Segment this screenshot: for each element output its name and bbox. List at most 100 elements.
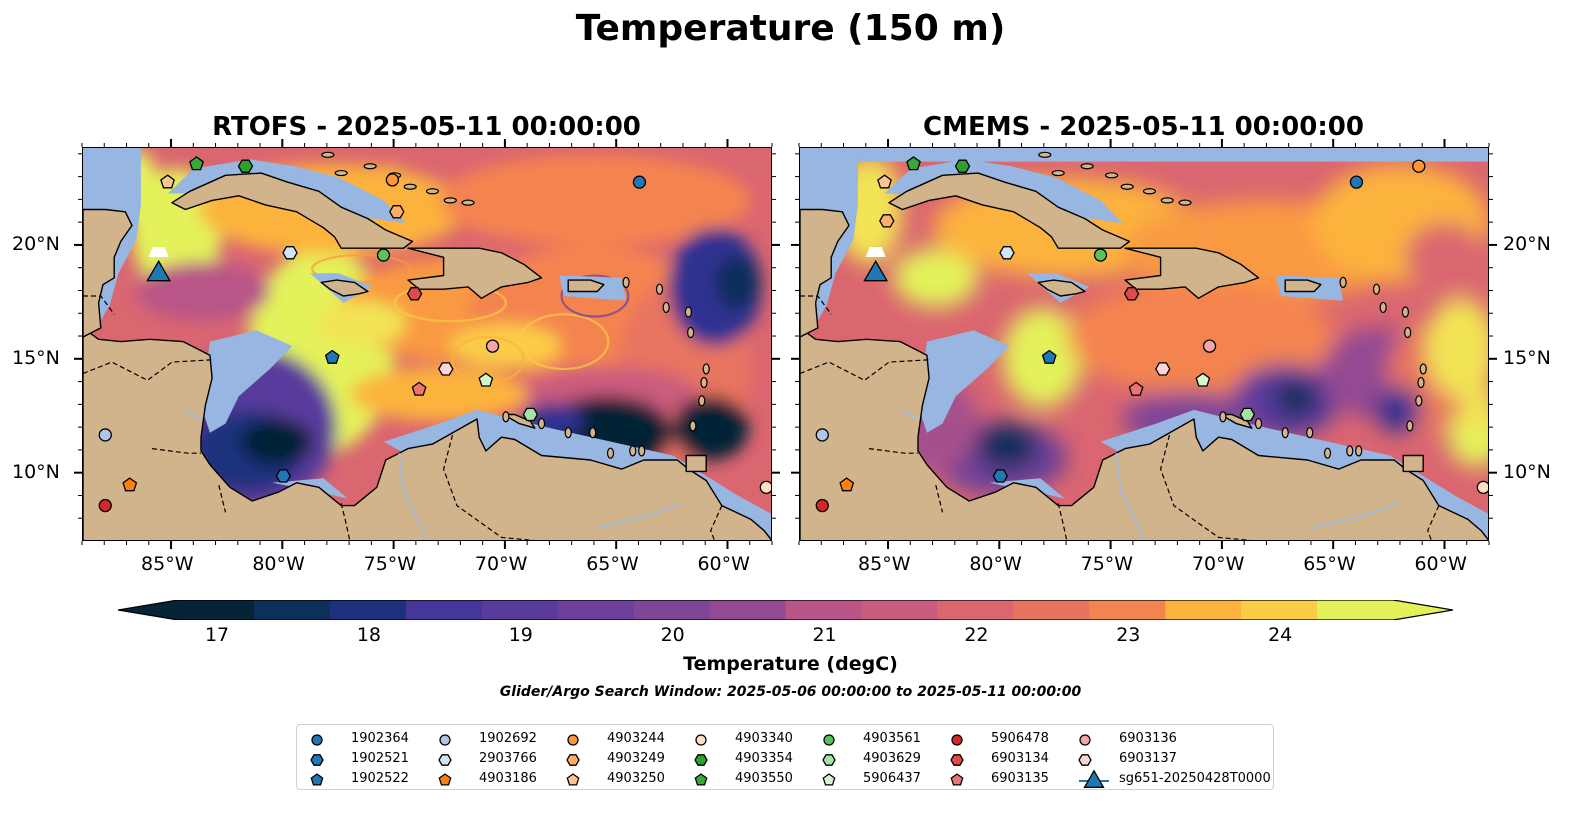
small-island — [1142, 188, 1157, 195]
legend-label: 4903354 — [735, 751, 793, 766]
float-marker-6903137 — [438, 362, 454, 376]
float-marker-4903550 — [189, 156, 204, 171]
small-island — [1051, 169, 1065, 177]
small-island — [1372, 283, 1381, 295]
colorbar-segment — [709, 600, 787, 620]
float-marker-4903354 — [237, 159, 254, 173]
map-canvas — [83, 148, 771, 540]
land-hispaniola — [407, 247, 543, 300]
legend-label: 4903550 — [735, 771, 793, 786]
small-island — [363, 163, 377, 170]
colorbar-segment — [785, 600, 863, 620]
colorbar-tick-label: 21 — [812, 624, 837, 646]
colorbar-tick-label: 24 — [1268, 624, 1293, 646]
colorbar-label: Temperature (degC) — [683, 653, 898, 675]
country-border — [83, 359, 213, 382]
lat-tick-label: 15°N — [1503, 346, 1551, 369]
float-marker-1902521 — [992, 469, 1009, 483]
hexagon-marker-icon — [566, 754, 580, 766]
small-island — [321, 151, 335, 158]
colorbar-segment — [557, 600, 635, 620]
small-island — [1404, 326, 1412, 339]
legend-label: 5906437 — [863, 771, 921, 786]
temperature-blob — [1067, 280, 1335, 394]
small-island — [1419, 363, 1427, 375]
small-island — [700, 376, 708, 389]
float-marker-5906437 — [478, 372, 494, 387]
temperature-blob — [715, 255, 760, 310]
temperature-blob — [1274, 380, 1319, 417]
glider-marker — [863, 246, 889, 282]
colorbar-segment — [861, 600, 938, 620]
colorbar-segment — [253, 600, 331, 620]
map-panel-cmems — [799, 147, 1489, 541]
small-island — [1379, 301, 1387, 314]
float-marker-6903134 — [406, 287, 423, 301]
land-central — [800, 327, 1488, 540]
land-yucatan — [800, 208, 850, 338]
small-island — [655, 283, 664, 295]
lon-tick-label: 60°W — [1414, 553, 1467, 575]
temperature-blob — [672, 396, 749, 460]
lon-tick-label: 85°W — [141, 553, 194, 575]
float-marker-1902522 — [1041, 349, 1057, 364]
legend-label: 6903134 — [991, 751, 1049, 766]
float-marker-6903135 — [1128, 381, 1144, 396]
float-marker-6903136 — [1202, 339, 1217, 353]
float-marker-5906478 — [815, 498, 829, 513]
hexagon-marker-icon — [1078, 754, 1092, 766]
river — [1311, 502, 1399, 530]
lat-tick-label: 10°N — [12, 460, 60, 483]
legend-label: 6903135 — [991, 771, 1049, 786]
float-marker-4903561 — [1093, 248, 1108, 262]
land-curacao — [1220, 413, 1253, 429]
lon-tick-label: 85°W — [858, 553, 911, 575]
float-marker-4903629 — [522, 407, 539, 422]
small-island — [1415, 395, 1423, 407]
country-border — [1159, 434, 1253, 540]
colorbar-segment — [1013, 600, 1090, 620]
triangle-marker-icon — [1079, 770, 1109, 788]
small-island — [629, 445, 637, 457]
country-border — [868, 448, 918, 454]
float-marker-1902521 — [275, 469, 292, 483]
land-cuba — [171, 172, 414, 249]
small-island — [537, 417, 546, 430]
float-marker-4903244 — [385, 173, 400, 187]
temperature-blob — [241, 419, 313, 465]
legend-label: 4903629 — [863, 751, 921, 766]
temperature-blob — [350, 366, 529, 422]
legend-label: 1902364 — [351, 731, 409, 746]
legend-label: 4903250 — [607, 771, 665, 786]
country-border — [218, 484, 227, 513]
legend-label: 4903244 — [607, 731, 665, 746]
small-island — [698, 395, 706, 407]
country-border — [710, 505, 723, 540]
river — [182, 409, 202, 420]
lon-tick-label: 70°W — [1191, 553, 1245, 575]
legend-label: 6903136 — [1119, 731, 1177, 746]
float-marker-2903766 — [282, 246, 298, 260]
land-yucatan — [83, 208, 133, 338]
land-puertorico — [567, 279, 605, 293]
temperature-blob — [1002, 307, 1083, 408]
colorbar-tick-label: 18 — [356, 624, 382, 646]
float-marker-4903244 — [1412, 159, 1426, 173]
colorbar-segment — [1317, 600, 1394, 620]
float-marker-1902692 — [98, 428, 112, 442]
small-island — [702, 363, 710, 375]
legend-label: 1902692 — [479, 731, 537, 746]
float-marker-4903561 — [376, 248, 391, 262]
hexagon-marker-icon — [694, 754, 708, 766]
colorbar-max-extend — [1393, 600, 1453, 620]
lon-tick-label: 75°W — [363, 553, 417, 575]
temperature-blob — [1425, 298, 1488, 399]
float-marker-4903250 — [877, 174, 892, 189]
circle-marker-icon — [1079, 734, 1091, 746]
lon-tick-label: 80°W — [969, 553, 1022, 575]
lon-tick-label: 75°W — [1080, 553, 1134, 575]
search-window-note: Glider/Argo Search Window: 2025-05-06 00… — [499, 684, 1082, 700]
small-island — [1306, 427, 1314, 439]
small-island — [622, 276, 630, 288]
colorbar-segment — [1089, 600, 1166, 620]
